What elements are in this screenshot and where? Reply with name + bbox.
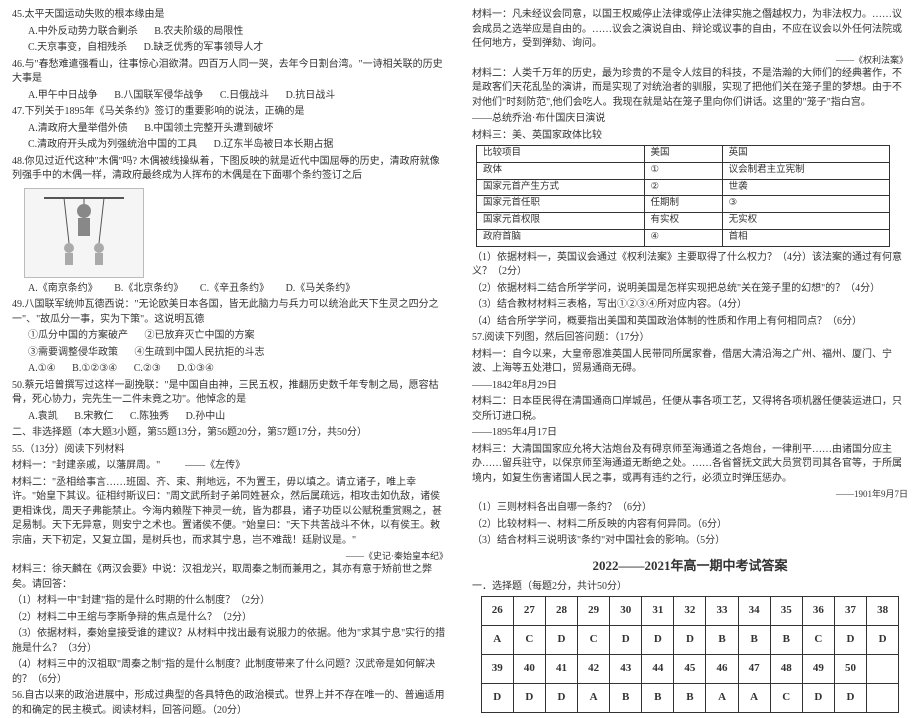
q50-stem: 50.蔡元培曾撰写过这样一副挽联："是中国自由神，三民五权，推翻历史数千年专制之…: [12, 379, 448, 408]
q50-opt-d: D.孙中山: [186, 410, 226, 425]
q48-opt-c: C.《辛丑条约》: [200, 282, 269, 297]
q45-opt-d: D.缺乏优秀的军事领导人才: [144, 41, 264, 56]
q46-stem: 46.与"春愁难遣强看山，往事惊心泪欲潸。四百万人同一哭，去年今日割台湾。"一诗…: [12, 58, 448, 87]
table-row: 比较项目 美国 英国: [477, 146, 890, 163]
q47-opt-d: D.辽东半岛被日本长期占据: [214, 138, 334, 153]
q48-stem: 48.你见过近代这种"木偶"吗? 木偶被线操纵着，下图反映的就是近代中国屈辱的历…: [12, 155, 448, 184]
q57-sub1: （1）三则材料各出自哪一条约？（6分）: [472, 501, 908, 516]
part2-head: 二、非选择题（本大题3小题，第55题13分，第56题20分，第57题17分，共5…: [12, 426, 448, 441]
q55-sub2: （2）材料二中王绾与李斯争辩的焦点是什么？（2分）: [12, 611, 448, 626]
q57-m3: 材料三：大清国国家应允将大沽炮台及有碍京师至海通道之各炮台，一律削平……由诸国分…: [472, 443, 908, 487]
q45-stem: 45.太平天国运动失败的根本缘由是: [12, 8, 448, 23]
q57-head: 57.阅读下列图，然后回答问题：（17分）: [472, 331, 908, 346]
q57-m2: 材料二：日本臣民得在清国通商口岸城邑，任便从事各项工艺，又得将各项机器任便装运进…: [472, 395, 908, 424]
q48-opt-a: A.《南京条约》: [28, 282, 98, 297]
q47-opt-b: B.中国领土完整开头遭到破坏: [144, 122, 273, 137]
q49-c2: ②已放弃灭亡中国的方案: [145, 329, 255, 344]
answers-title: 2022——2021年高一期中考试答案: [472, 557, 908, 576]
q55-m1-label: 材料一："封建亲戚，以藩屏周。": [12, 460, 160, 471]
q55-m1-src: ——《左传》: [185, 460, 245, 471]
q56-m1-src: ——《权利法案》: [472, 54, 908, 67]
q47-opt-c: C.清政府开头成为列强统治中国的工具: [28, 138, 197, 153]
table-row: D D D A B B B A A C D D: [481, 683, 899, 712]
q56-sub2: （2）依据材料二结合所学学问，说明美国是怎样实现把总统"关在笼子里的幻想"的？（…: [472, 282, 908, 297]
q56-head: 56.自古以来的政治进展中，形成过典型的各具特色的政治模式。世界上并不存在唯一的…: [12, 689, 448, 718]
q49-options: A.①④ B.①②③④ C.②③ D.①③④: [12, 362, 448, 377]
q49-opt-c: C.②③: [134, 362, 161, 377]
q55-m3: 材料三：徐天麟在《两汉会要》中说：汉祖龙兴，取周秦之制而兼用之，其亦有意于矫前世…: [12, 563, 448, 592]
q57-m3-src: ——1901年9月7日: [472, 488, 908, 501]
q56-m2-src: ——总统乔治·布什国庆日演说: [472, 112, 908, 127]
q49-c1: ①瓜分中国的方案破产: [28, 329, 128, 344]
q48-opt-b: B.《北京条约》: [114, 282, 183, 297]
q46-opt-b: B.八国联军侵华战争: [114, 89, 203, 104]
q57-m1: 材料一：自今以来，大皇帝恩准英国人民带同所属家眷，借居大清沿海之广州、福州、厦门…: [472, 348, 908, 377]
q56-sub1: （1）依据材料一，英国议会通过《权利法案》主要取得了什么权力？（4分）该法案的通…: [472, 251, 908, 280]
answers-table: 26 27 28 29 30 31 32 33 34 35 36 37 38 A…: [481, 596, 900, 713]
th-uk: 英国: [722, 146, 890, 163]
q55-m1: 材料一："封建亲戚，以藩屏周。" ——《左传》: [12, 459, 448, 474]
q48-opt-d: D.《马关条约》: [286, 282, 356, 297]
q45-opt-b: B.农夫阶级的局限性: [154, 25, 243, 40]
right-column: 材料一：凡未经议会同意，以国王权威停止法律或停止法律实施之僭越权力，为非法权力。…: [460, 0, 920, 651]
th-item: 比较项目: [477, 146, 645, 163]
comparison-table: 比较项目 美国 英国 政体 ① 议会制君主立宪制 国家元首产生方式 ② 世袭 国…: [476, 145, 890, 247]
q47-options: A.清政府大量举借外债 B.中国领土完整开头遭到破坏: [12, 122, 448, 137]
q45-opt-c: C.天京事变，自相残杀: [28, 41, 127, 56]
q49-circles: ①瓜分中国的方案破产 ②已放弃灭亡中国的方案: [12, 329, 448, 344]
q46-opt-c: C.日俄战斗: [220, 89, 269, 104]
puppet-icon: [34, 193, 134, 273]
q47-opt-a: A.清政府大量举借外债: [28, 122, 128, 137]
q56-m1: 材料一：凡未经议会同意，以国王权威停止法律或停止法律实施之僭越权力，为非法权力。…: [472, 8, 908, 52]
table-row: A C D C D D D B B B C D D: [481, 625, 899, 654]
q56-m3-label: 材料三：美、英国家政体比较: [472, 129, 908, 144]
table-row: 国家元首权限 有实权 无实权: [477, 213, 890, 230]
q56-m2: 材料二：人类千万年的历史，最为珍贵的不是令人炫目的科技，不是浩瀚的大师们的经典著…: [472, 67, 908, 111]
table-row: 政府首脑 ④ 首相: [477, 229, 890, 246]
q57-m2-src: ——1895年4月17日: [472, 426, 908, 441]
table-row: 39 40 41 42 43 44 45 46 47 48 49 50: [481, 654, 899, 683]
q55-m2: 材料二："丞相给事言……班固、齐、束、荆地远，不为置王，毋以填之。请立诸子，唯上…: [12, 476, 448, 549]
q45-opt-a: A.中外反动势力联合剿杀: [28, 25, 138, 40]
q55-m2-src: ——《史记·秦始皇本纪》: [12, 550, 448, 563]
q46-opt-a: A.甲午中日战争: [28, 89, 98, 104]
table-row: 政体 ① 议会制君主立宪制: [477, 162, 890, 179]
q49-circles-2: ③需要调整侵华政策 ④生疏到中国人民抗拒的斗志: [12, 346, 448, 361]
q49-c3: ③需要调整侵华政策: [28, 346, 118, 361]
q55-head: 55.（13分）阅读下列材料: [12, 443, 448, 458]
q55-sub1: （1）材料一中"封建"指的是什么时期的什么制度？（2分）: [12, 594, 448, 609]
q57-m1-src: ——1842年8月29日: [472, 379, 908, 394]
q56-sub4: （4）结合所学学问，概要指出美国和英国政治体制的性质和作用上有何相同点？（6分）: [472, 315, 908, 330]
q49-c4: ④生疏到中国人民抗拒的斗志: [135, 346, 265, 361]
q49-opt-a: A.①④: [28, 362, 56, 377]
q47-options-2: C.清政府开头成为列强统治中国的工具 D.辽东半岛被日本长期占据: [12, 138, 448, 153]
q49-stem: 49.八国联军统帅瓦德西说："无论欧美日本各国，皆无此脑力与兵力可以统治此天下生…: [12, 298, 448, 327]
q50-opt-c: C.陈独秀: [130, 410, 169, 425]
left-column: 45.太平天国运动失败的根本缘由是 A.中外反动势力联合剿杀 B.农夫阶级的局限…: [0, 0, 460, 651]
table-row: 26 27 28 29 30 31 32 33 34 35 36 37 38: [481, 597, 899, 626]
puppet-cartoon-image: [24, 188, 144, 278]
q50-options: A.袁凯 B.宋教仁 C.陈独秀 D.孙中山: [12, 410, 448, 425]
q49-opt-b: B.①②③④: [72, 362, 117, 377]
q46-opt-d: D.抗日战斗: [286, 89, 336, 104]
q45-options: A.中外反动势力联合剿杀 B.农夫阶级的局限性: [12, 25, 448, 40]
q55-sub3: （3）依据材料，秦始皇接受谁的建议？从材料中找出最有说服力的依据。他为"求其宁息…: [12, 627, 448, 656]
q50-opt-b: B.宋教仁: [74, 410, 113, 425]
q47-stem: 47.下列关于1895年《马关条约》签订的重要影响的说法，正确的是: [12, 105, 448, 120]
q56-sub3: （3）结合教材材料三表格，写出①②③④所对应内容。（4分）: [472, 298, 908, 313]
q48-options: A.《南京条约》 B.《北京条约》 C.《辛丑条约》 D.《马关条约》: [12, 282, 448, 297]
q50-opt-a: A.袁凯: [28, 410, 58, 425]
table-row: 国家元首产生方式 ② 世袭: [477, 179, 890, 196]
q46-options: A.甲午中日战争 B.八国联军侵华战争 C.日俄战斗 D.抗日战斗: [12, 89, 448, 104]
q57-sub2: （2）比较材料一、材料二所反映的内容有何异同。（6分）: [472, 518, 908, 533]
answers-subhead: 一．选择题（每题2分，共计50分）: [472, 580, 908, 595]
th-us: 美国: [644, 146, 722, 163]
table-row: 国家元首任职 任期制 ③: [477, 196, 890, 213]
q57-sub3: （3）结合材料三说明该"条约"对中国社会的影响。（5分）: [472, 534, 908, 549]
q45-options-2: C.天京事变，自相残杀 D.缺乏优秀的军事领导人才: [12, 41, 448, 56]
q49-opt-d: D.①③④: [177, 362, 214, 377]
q55-sub4: （4）材料三中的汉祖取"周秦之制"指的是什么制度？此制度带来了什么问题？汉武帝是…: [12, 658, 448, 687]
